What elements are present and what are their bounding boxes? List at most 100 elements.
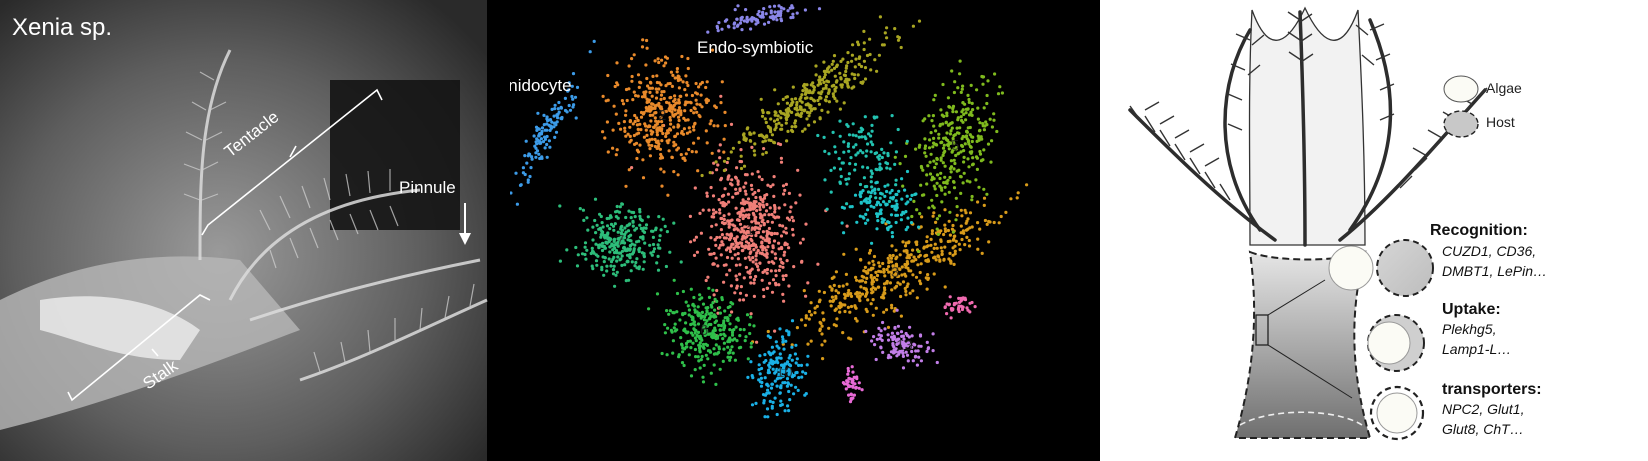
cluster-point <box>869 169 873 173</box>
cluster-point <box>771 278 776 282</box>
cluster-point <box>874 196 878 200</box>
cluster-point <box>895 308 899 312</box>
cluster-point <box>714 243 718 247</box>
cluster-point <box>958 248 962 252</box>
cluster-point <box>738 272 742 276</box>
cluster-point <box>608 250 612 254</box>
cluster-1-points <box>630 94 849 344</box>
cluster-point <box>771 14 775 18</box>
cluster-point <box>616 255 620 259</box>
cluster-point <box>736 211 740 215</box>
cluster-point <box>614 112 618 116</box>
cluster-point <box>619 231 623 235</box>
cluster-point <box>904 350 908 354</box>
cluster-point <box>720 194 725 198</box>
cluster-point <box>565 248 569 252</box>
cluster-point <box>686 118 690 122</box>
cluster-point <box>632 133 636 138</box>
cluster-point <box>749 250 753 254</box>
cluster-point <box>864 329 868 333</box>
cluster-point <box>667 138 671 142</box>
cluster-point <box>659 129 663 133</box>
cluster-point <box>683 88 687 92</box>
cluster-point <box>910 349 914 354</box>
cluster-point <box>964 118 968 122</box>
cluster-point <box>595 263 599 267</box>
uptake-genes-line1: Plekhg5, <box>1442 321 1496 337</box>
cluster-point <box>639 115 644 119</box>
cluster-point <box>970 194 974 199</box>
cluster-point <box>681 156 685 160</box>
cluster-point <box>854 386 858 390</box>
cluster-point <box>616 244 620 248</box>
cluster-point <box>830 295 834 299</box>
cluster-point <box>510 191 513 195</box>
cluster-point <box>709 311 713 315</box>
cluster-point <box>999 214 1003 219</box>
cluster-point <box>816 262 820 266</box>
cluster-point <box>715 24 719 28</box>
cluster-point <box>548 145 552 149</box>
cluster-point <box>746 375 750 379</box>
cluster-point <box>735 227 739 231</box>
cluster-point <box>746 197 751 201</box>
cluster-point <box>644 128 648 132</box>
cluster-point <box>777 283 781 287</box>
cluster-point <box>875 115 879 119</box>
cluster-point <box>851 43 855 47</box>
cluster-point <box>870 291 874 295</box>
cluster-point <box>941 82 945 87</box>
cluster-2-number: 2 <box>658 107 666 124</box>
cluster-point <box>851 381 855 385</box>
cluster-point <box>757 363 761 367</box>
cluster-point <box>628 120 632 124</box>
cluster-point <box>852 73 857 77</box>
cluster-point <box>854 275 858 279</box>
cluster-point <box>777 121 781 125</box>
cluster-point <box>841 331 845 335</box>
cluster-point <box>943 175 947 179</box>
cluster-point <box>831 130 835 134</box>
cluster-point <box>611 146 615 150</box>
cluster-point <box>772 261 776 265</box>
cluster-point <box>932 124 936 128</box>
cluster-point <box>903 244 908 248</box>
cluster-point <box>775 344 779 348</box>
cluster-point <box>604 233 608 237</box>
cluster-point <box>862 29 866 33</box>
cluster-point <box>906 216 910 220</box>
cluster-point <box>692 111 696 115</box>
cluster-point <box>902 337 906 341</box>
cluster-point <box>804 294 808 298</box>
cluster-point <box>859 190 863 194</box>
cluster-point <box>605 264 609 268</box>
cluster-point <box>738 159 742 164</box>
cluster-point <box>775 18 779 22</box>
cluster-point <box>787 389 791 394</box>
cluster-point <box>722 332 726 336</box>
cluster-point <box>952 301 957 306</box>
cluster-point <box>623 232 627 236</box>
cluster-point <box>800 100 804 104</box>
cluster-point <box>874 181 878 185</box>
cluster-point <box>862 41 866 45</box>
cluster-point <box>813 107 817 111</box>
cluster-point <box>710 224 714 228</box>
cluster-point <box>894 248 898 252</box>
cluster-point <box>861 189 865 193</box>
cluster-point <box>876 219 880 223</box>
cluster-point <box>623 226 627 230</box>
cluster-point <box>696 330 701 334</box>
cluster-point <box>716 124 720 128</box>
cluster-point <box>955 213 959 217</box>
cluster-point <box>911 359 915 363</box>
cluster-point <box>756 12 760 16</box>
cluster-point <box>907 253 911 257</box>
cluster-point <box>529 166 533 170</box>
cluster-point <box>757 368 761 372</box>
cluster-point <box>904 228 908 232</box>
cluster-point <box>633 142 637 146</box>
cluster-point <box>678 94 682 98</box>
cluster-point <box>746 126 750 130</box>
